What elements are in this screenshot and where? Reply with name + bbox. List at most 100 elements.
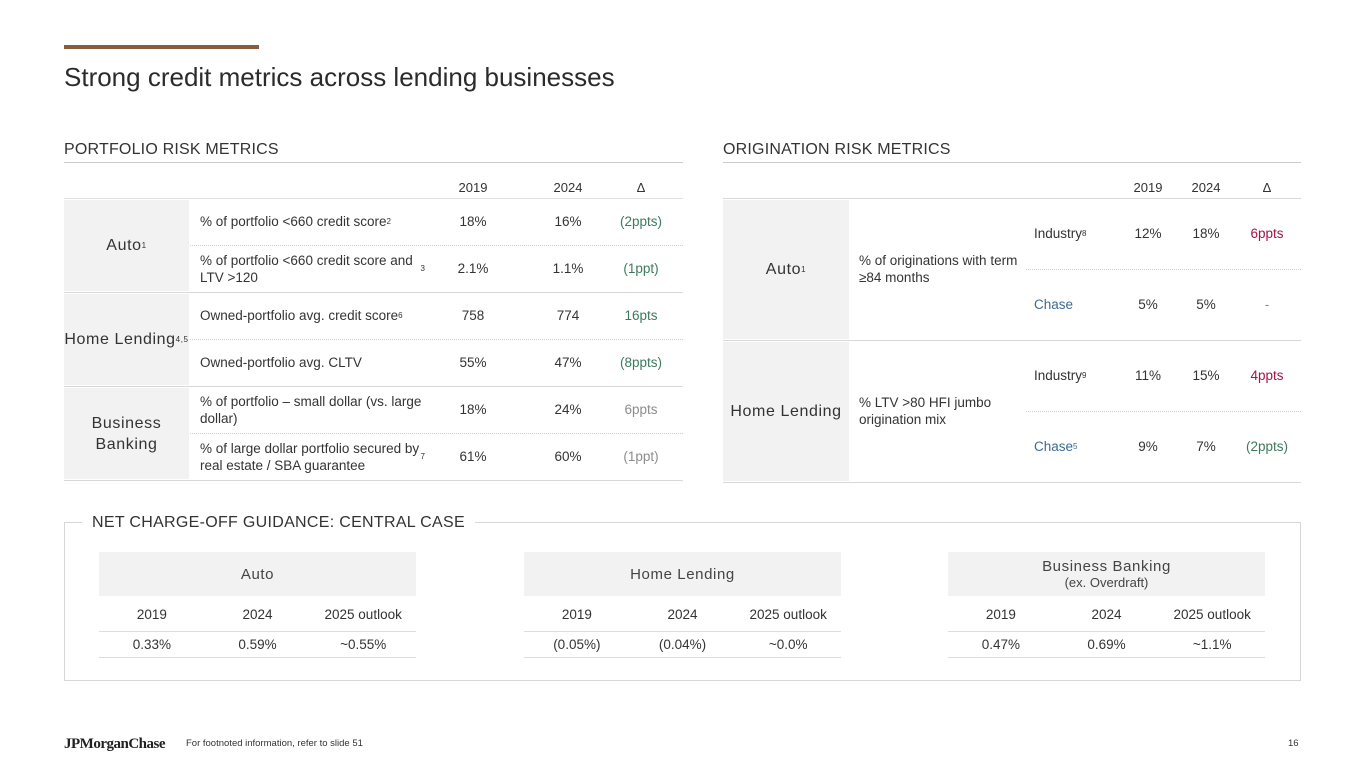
nco-value: (0.05%) xyxy=(553,637,601,652)
metric-text: % of portfolio <660 credit score and LTV… xyxy=(200,252,413,285)
nco-value-row: 0.33% 0.59% ~0.55% xyxy=(99,632,416,658)
nco-column-header: 2025 outlook xyxy=(1173,607,1251,622)
segment-text: Industry xyxy=(1034,368,1083,383)
value-2019: 9% xyxy=(1138,439,1158,454)
value-2019: 2.1% xyxy=(457,261,489,276)
delta-value: 16pts xyxy=(624,308,658,323)
value-2024: 774 xyxy=(556,308,580,323)
segment-label: Industry 9 xyxy=(1034,340,1086,411)
row-divider xyxy=(190,245,683,246)
nco-table-subtitle: (ex. Overdraft) xyxy=(1064,575,1149,590)
footnote-marker: 9 xyxy=(1082,371,1087,380)
delta-value: 6ppts xyxy=(1250,226,1284,241)
column-header: 2019 xyxy=(458,180,488,195)
row-divider xyxy=(190,339,683,340)
metric-label: % of portfolio <660 credit score and LTV… xyxy=(200,245,425,292)
nco-value: 0.59% xyxy=(238,637,277,652)
nco-column-header: 2024 xyxy=(242,607,273,622)
value-2024: 24% xyxy=(554,402,582,417)
label-text: Auto xyxy=(106,237,142,254)
delta-value: 6ppts xyxy=(624,402,658,417)
divider xyxy=(64,198,683,199)
group-divider xyxy=(723,340,1301,341)
nco-value: (0.04%) xyxy=(658,637,707,652)
metric-label: % of portfolio – small dollar (vs. large… xyxy=(200,386,425,433)
value-2019: 61% xyxy=(459,449,487,464)
value-2024: 15% xyxy=(1192,368,1220,383)
nco-year-row: 2019 2024 2025 outlook xyxy=(99,596,416,632)
nco-table-auto: Auto 2019 2024 2025 outlook 0.33% 0.59% ~0.55% xyxy=(99,552,416,658)
footnote-marker: 5 xyxy=(1073,442,1078,451)
group-divider xyxy=(64,386,683,387)
value-2019: 5% xyxy=(1138,297,1158,312)
label-text: Home Lending xyxy=(64,331,176,348)
column-header: ∆ xyxy=(1263,180,1271,195)
footnote-marker: 1 xyxy=(141,241,147,250)
value-2019: 18% xyxy=(459,214,487,229)
column-header: ∆ xyxy=(637,180,645,195)
metric-label: Owned-portfolio avg. CLTV xyxy=(200,339,425,386)
value-2024: 47% xyxy=(554,355,582,370)
segment-text: Industry xyxy=(1034,226,1083,241)
nco-value: 0.33% xyxy=(132,637,171,652)
segment-label: Chase 5 xyxy=(1034,411,1077,482)
label-text: Business Banking xyxy=(91,414,162,453)
footnote-marker: 8 xyxy=(1082,229,1087,238)
accent-rule xyxy=(64,45,259,49)
nco-column-header: 2025 outlook xyxy=(749,607,827,622)
label-text: Auto xyxy=(765,261,802,278)
delta-value: (8ppts) xyxy=(619,355,663,370)
nco-table-title: Business Banking xyxy=(1042,558,1171,575)
value-2024: 18% xyxy=(1192,226,1220,241)
value-2024: 1.1% xyxy=(552,261,584,276)
column-header: 2019 xyxy=(1133,180,1163,195)
nco-value: 0.47% xyxy=(981,637,1020,652)
delta-value: - xyxy=(1264,297,1270,312)
nco-table-header: Home Lending xyxy=(524,552,841,596)
nco-column-header: 2019 xyxy=(136,607,167,622)
nco-table-business-banking: Business Banking (ex. Overdraft) 2019 2024 2… xyxy=(948,552,1265,658)
metric-label: % of originations with term ≥84 months xyxy=(859,253,1018,285)
column-header: 2024 xyxy=(1191,180,1221,195)
nco-table-title: Home Lending xyxy=(630,565,735,583)
nco-column-header: 2024 xyxy=(667,607,698,622)
nco-value-row: (0.05%) (0.04%) ~0.0% xyxy=(524,632,841,658)
value-2019: 758 xyxy=(461,308,485,323)
page-title: Strong credit metrics across lending bus… xyxy=(64,62,615,92)
origination-heading: ORIGINATION RISK METRICS xyxy=(723,141,1301,163)
footnote-marker: 3 xyxy=(420,264,425,273)
row-divider xyxy=(1026,411,1301,412)
column-header: 2024 xyxy=(553,180,583,195)
nco-value: ~1.1% xyxy=(1192,637,1232,652)
value-2019: 18% xyxy=(459,402,487,417)
nco-table-header: Auto xyxy=(99,552,416,596)
segment-text: Chase xyxy=(1034,297,1074,312)
value-2024: 16% xyxy=(554,214,582,229)
value-2019: 12% xyxy=(1134,226,1162,241)
nco-table-title: Auto xyxy=(240,565,275,583)
nco-value: ~0.0% xyxy=(768,637,808,652)
footnote-marker: 7 xyxy=(420,452,425,461)
metric-text: % of portfolio <660 credit score xyxy=(200,214,387,229)
metric-text: % of large dollar portfolio secured by r… xyxy=(200,440,420,473)
portfolio-heading: PORTFOLIO RISK METRICS xyxy=(64,141,683,163)
group-divider xyxy=(64,292,683,293)
nco-column-header: 2025 outlook xyxy=(324,607,402,622)
group-label-auto: Auto 1 xyxy=(723,200,849,339)
divider xyxy=(723,198,1301,199)
row-divider xyxy=(1026,269,1301,270)
footnote-marker: 2 xyxy=(386,217,391,226)
metric-label: % of large dollar portfolio secured by r… xyxy=(200,433,425,480)
delta-value: 4ppts xyxy=(1250,368,1284,383)
footnote-marker: 4,5 xyxy=(175,335,189,344)
footnote-marker: 1 xyxy=(801,265,807,274)
page-number: 16 xyxy=(1288,738,1299,749)
value-2019: 55% xyxy=(459,355,487,370)
delta-value: (1ppt) xyxy=(623,449,659,464)
segment-text: Chase xyxy=(1034,439,1074,454)
segment-label: Chase xyxy=(1034,269,1073,340)
nco-value: ~0.55% xyxy=(340,637,387,652)
metric-label: Owned-portfolio avg. credit score 6 xyxy=(200,292,425,339)
group-label-home-lending: Home Lending xyxy=(723,342,849,481)
value-2019: 11% xyxy=(1134,368,1162,383)
